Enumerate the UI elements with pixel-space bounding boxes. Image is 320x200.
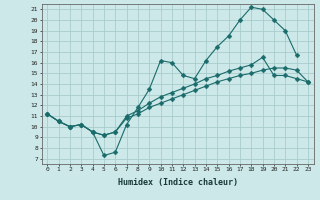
X-axis label: Humidex (Indice chaleur): Humidex (Indice chaleur) (118, 178, 237, 187)
